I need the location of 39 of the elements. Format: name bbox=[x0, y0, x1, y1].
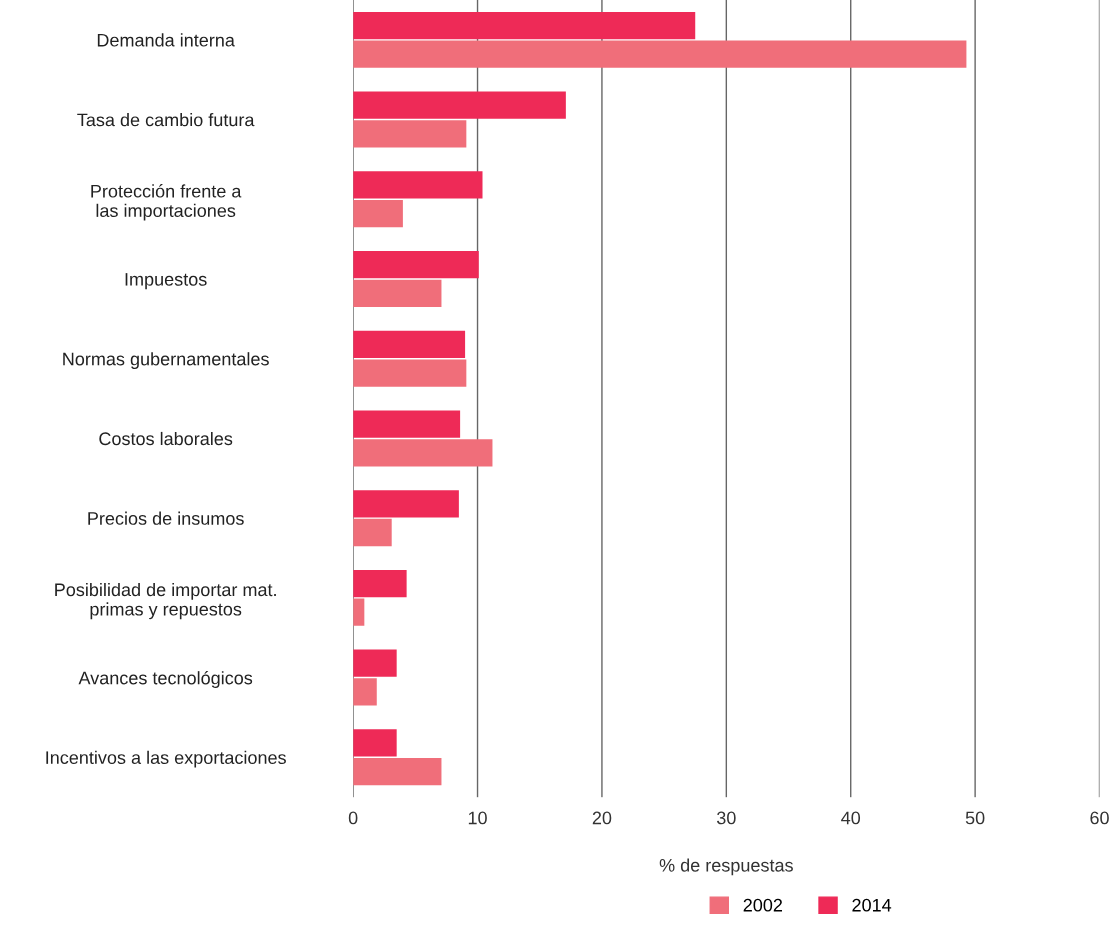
y-tick-label: Impuestos bbox=[125, 273, 207, 290]
y-tick-label: Normas gubernamentales bbox=[63, 352, 269, 370]
bar bbox=[353, 200, 403, 228]
x-tick-label: 50 bbox=[965, 811, 985, 825]
bar bbox=[353, 171, 483, 199]
y-tick-label: Tasa de cambio futura bbox=[77, 113, 255, 127]
bar bbox=[353, 729, 397, 757]
bar bbox=[353, 678, 377, 706]
bar bbox=[353, 120, 467, 148]
y-tick-label: Incentivos a las exportaciones bbox=[46, 750, 286, 768]
y-tick-label: Precios de insumos bbox=[88, 511, 244, 525]
bar bbox=[353, 40, 967, 68]
y-tick-label: Avances tecnológicos bbox=[78, 670, 253, 688]
y-tick-label: Posibilidad de importar mat. primas y repuestos bbox=[55, 582, 276, 620]
bar bbox=[353, 11, 696, 40]
bar bbox=[353, 330, 466, 358]
bar bbox=[353, 279, 442, 307]
bar bbox=[353, 251, 479, 279]
bar bbox=[353, 439, 493, 467]
x-tick-label: 30 bbox=[716, 811, 736, 825]
bar bbox=[353, 91, 566, 119]
legend-label: 2002 bbox=[743, 898, 783, 912]
y-tick-label: Costos laborales bbox=[99, 431, 233, 446]
legend-label: 2014 bbox=[852, 898, 892, 912]
x-axis-title: % de respuestas bbox=[659, 858, 793, 876]
bar bbox=[353, 359, 467, 387]
bar bbox=[353, 410, 461, 438]
bar bbox=[353, 649, 397, 677]
bar bbox=[353, 490, 459, 518]
x-tick-label: 0 bbox=[348, 811, 358, 825]
y-tick-label: Protección frente a las importaciones bbox=[91, 184, 242, 221]
bar bbox=[353, 569, 407, 598]
x-tick-label: 20 bbox=[592, 811, 612, 825]
bar bbox=[353, 758, 442, 786]
y-tick-label: Demanda interna bbox=[97, 33, 235, 47]
x-tick-label: 60 bbox=[1090, 811, 1109, 825]
x-tick-label: 10 bbox=[468, 811, 487, 825]
bar bbox=[353, 518, 392, 547]
x-tick-label: 40 bbox=[841, 811, 861, 825]
